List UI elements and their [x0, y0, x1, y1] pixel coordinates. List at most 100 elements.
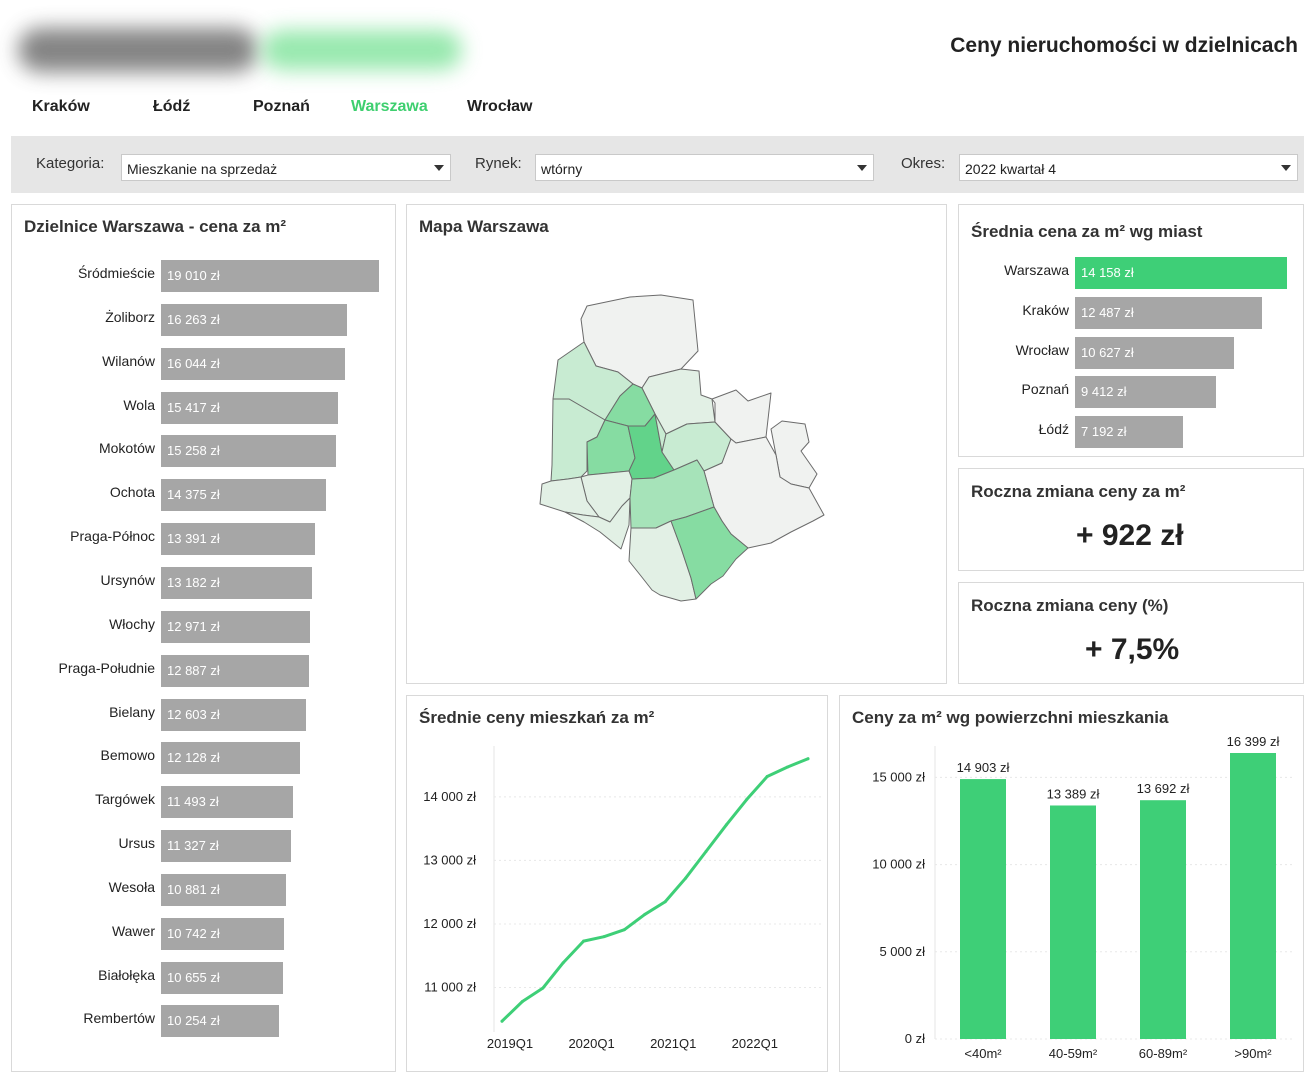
- district-label: Żoliborz: [105, 308, 155, 325]
- size-panel-title: Ceny za m² wg powierzchni mieszkania: [852, 708, 1169, 727]
- city-label: Poznań: [1021, 381, 1069, 398]
- tab-wroclaw[interactable]: Wrocław: [467, 98, 533, 115]
- district-label: Wawer: [111, 922, 155, 939]
- district-bar: 10 254 zł: [161, 1005, 279, 1038]
- city-bar: 9 412 zł: [1075, 376, 1216, 409]
- district-bar: 13 391 zł: [161, 523, 315, 556]
- chevron-down-icon: [1281, 165, 1291, 171]
- district-bar: 11 493 zł: [161, 786, 293, 819]
- district-label: Wesoła: [108, 878, 155, 895]
- district-label: Praga-Południe: [58, 659, 155, 676]
- tab-warszawa[interactable]: Warszawa: [351, 98, 428, 115]
- size-y-tick-label: 10 000 zł: [872, 857, 925, 872]
- district-bar-value: 16 044 zł: [167, 355, 220, 371]
- district-bar: 15 258 zł: [161, 435, 336, 468]
- city-bar-value: 14 158 zł: [1081, 265, 1134, 280]
- map-panel-title: Mapa Warszawa: [419, 217, 549, 236]
- trend-x-tick-label: 2022Q1: [732, 1036, 778, 1051]
- map-district-wilanow: [670, 506, 749, 600]
- district-bar-value: 10 254 zł: [167, 1013, 220, 1029]
- size-bar-value-label: 13 389 zł: [1047, 786, 1100, 801]
- chevron-down-icon: [857, 165, 867, 171]
- period-select[interactable]: 2022 kwartał 4: [959, 154, 1298, 181]
- district-bar: 16 263 zł: [161, 303, 348, 336]
- city-bar: 7 192 zł: [1075, 416, 1183, 449]
- kpi-change-pln-title: Roczna zmiana ceny za m²: [971, 482, 1186, 501]
- district-bar: 19 010 zł: [161, 260, 379, 292]
- filter-bar: Kategoria: Mieszkanie na sprzedaż Rynek:…: [11, 136, 1304, 193]
- district-bar: 12 887 zł: [161, 654, 309, 687]
- district-label: Ochota: [109, 484, 155, 501]
- logo-mark: [18, 28, 258, 72]
- district-label: Ursus: [118, 835, 155, 852]
- trend-point: [704, 850, 708, 854]
- trend-y-tick-label: 13 000 zł: [423, 852, 476, 867]
- district-bar-value: 12 887 zł: [167, 662, 220, 678]
- kpi-change-pct-value: + 7,5%: [1085, 633, 1180, 666]
- warsaw-district-map: [539, 294, 825, 602]
- tab-poznan[interactable]: Poznań: [253, 98, 310, 115]
- district-bar: 10 881 zł: [161, 873, 286, 906]
- district-label: Śródmieście: [77, 265, 155, 281]
- district-label: Białołęka: [98, 966, 155, 983]
- district-bar-value: 11 327 zł: [167, 838, 219, 854]
- size-x-tick-label: 60-89m²: [1139, 1046, 1188, 1061]
- city-bar-value: 10 627 zł: [1081, 344, 1134, 360]
- trend-point: [602, 935, 606, 939]
- trend-point: [786, 765, 790, 769]
- city-bar-value: 12 487 zł: [1081, 304, 1134, 320]
- kpi-change-pct-panel: Roczna zmiana ceny (%) + 7,5%: [958, 582, 1304, 684]
- district-bar-value: 11 493 zł: [167, 794, 219, 810]
- city-bar: 14 158 zł: [1075, 257, 1287, 289]
- size-bar-chart: 0 zł 5 000 zł 10 000 zł 15 000 zł 14 903 zł <…: [872, 734, 1295, 1061]
- district-bar-value: 13 391 zł: [167, 531, 220, 547]
- kpi-change-pct-title: Roczna zmiana ceny (%): [971, 596, 1169, 615]
- size-x-tick-label: 40-59m²: [1049, 1046, 1098, 1061]
- size-y-tick-label: 0 zł: [905, 1031, 925, 1046]
- district-bar-value: 14 375 zł: [167, 487, 220, 503]
- tab-lodz[interactable]: Łódź: [153, 98, 191, 115]
- period-label: Okres:: [901, 155, 946, 172]
- category-select[interactable]: Mieszkanie na sprzedaż: [121, 154, 451, 181]
- chevron-down-icon: [434, 165, 444, 171]
- district-bar: 10 655 zł: [161, 961, 284, 994]
- trend-x-tick-label: 2020Q1: [568, 1036, 614, 1051]
- district-label: Włochy: [109, 615, 155, 632]
- district-bar-value: 15 258 zł: [167, 443, 220, 459]
- district-bar-value: 12 971 zł: [167, 618, 220, 634]
- map-district-bemowo: [550, 398, 606, 482]
- district-label: Mokotów: [98, 440, 155, 457]
- city-label: Wrocław: [1015, 341, 1069, 358]
- district-label: Rembertów: [83, 1010, 155, 1027]
- trend-point: [541, 986, 545, 990]
- trend-point: [765, 775, 769, 779]
- period-select-value: 2022 kwartał 4: [965, 161, 1057, 177]
- market-select[interactable]: wtórny: [535, 154, 874, 181]
- size-bar-value-label: 13 692 zł: [1137, 781, 1190, 796]
- district-bar: 16 044 zł: [161, 347, 345, 380]
- city-label: Łódź: [1038, 421, 1069, 438]
- trend-point: [643, 912, 647, 916]
- city-bar-value: 7 192 zł: [1081, 424, 1127, 440]
- district-bar-value: 13 182 zł: [167, 574, 220, 590]
- trend-series-line: [500, 757, 810, 1023]
- page-title: Ceny nieruchomości w dzielnicach: [950, 34, 1298, 57]
- district-bar-value: 16 263 zł: [167, 311, 220, 327]
- district-bar: 10 742 zł: [161, 917, 285, 950]
- district-label: Ursynów: [100, 571, 155, 588]
- size-panel: Ceny za m² wg powierzchni mieszkania 0 z…: [839, 695, 1304, 1072]
- city-label: Kraków: [1022, 301, 1069, 318]
- trend-panel-title: Średnie ceny mieszkań za m²: [419, 708, 655, 727]
- logo: [12, 18, 462, 82]
- tab-krakow[interactable]: Kraków: [32, 98, 90, 115]
- district-label: Targówek: [95, 791, 155, 808]
- size-bar: [1140, 800, 1186, 1039]
- trend-point: [561, 961, 565, 965]
- trend-panel: Średnie ceny mieszkań za m² 11 000 zł 12 …: [406, 695, 828, 1072]
- district-bar: 14 375 zł: [161, 479, 326, 512]
- size-bar-value-label: 16 399 zł: [1227, 734, 1280, 749]
- market-label: Rynek:: [475, 155, 522, 172]
- size-bar: [960, 779, 1006, 1039]
- district-label: Wola: [123, 396, 155, 413]
- size-bar: [1050, 805, 1096, 1039]
